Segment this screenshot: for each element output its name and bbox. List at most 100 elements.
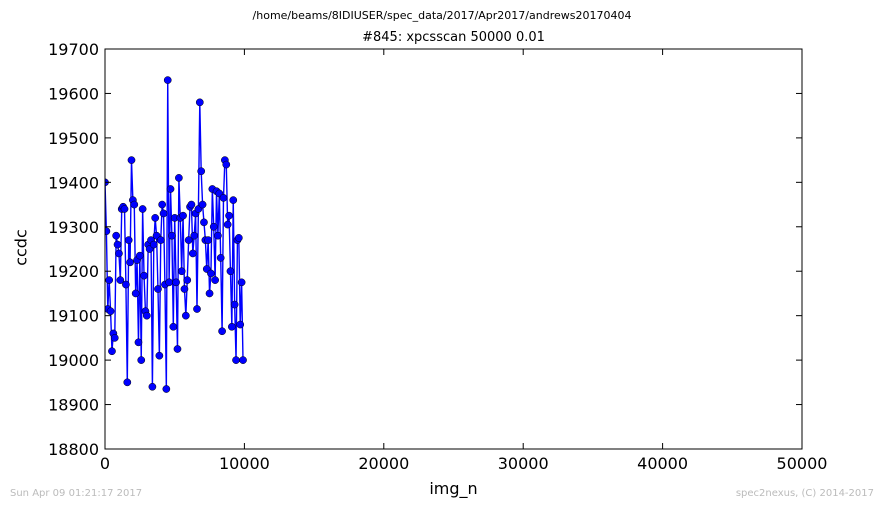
data-point [230, 300, 239, 309]
data-point [124, 236, 133, 244]
data-point [172, 278, 180, 287]
data-point [140, 271, 148, 280]
x-tick-label: 30000 [498, 454, 549, 473]
data-point [105, 227, 111, 236]
data-point [187, 200, 196, 209]
data-point [190, 231, 199, 240]
data-point [126, 258, 134, 267]
data-point [138, 205, 147, 213]
data-point [216, 254, 225, 262]
y-tick-label: 19500 [48, 129, 99, 148]
plot-frame [104, 48, 803, 450]
data-point [222, 160, 231, 169]
data-point [158, 200, 166, 209]
data-point [173, 345, 182, 353]
data-point [149, 240, 158, 249]
data-point [120, 205, 129, 213]
data-point [223, 220, 232, 229]
data-point [184, 236, 193, 244]
data-point [232, 356, 240, 364]
data-point [105, 276, 114, 284]
y-tick-label: 19600 [48, 84, 99, 103]
data-point [234, 234, 243, 242]
data-point [122, 280, 130, 289]
series-group [105, 76, 247, 393]
data-point [197, 167, 206, 176]
data-point [204, 236, 213, 244]
y-tick-label: 19300 [48, 218, 99, 237]
data-point [195, 98, 204, 107]
footer-credit: spec2nexus, (C) 2014-2017 [735, 488, 874, 499]
data-point [211, 276, 219, 284]
data-point [162, 385, 171, 393]
data-point [163, 76, 172, 84]
data-point [136, 251, 144, 260]
data-point [179, 211, 187, 220]
y-tick-label: 19100 [48, 307, 99, 326]
x-axis-label: img_n [429, 479, 478, 498]
data-point [166, 185, 175, 193]
data-point [175, 174, 183, 182]
data-point [239, 356, 247, 364]
y-tick-label: 19200 [48, 262, 99, 281]
data-point [134, 338, 143, 347]
data-point [148, 382, 157, 391]
data-point [112, 231, 121, 240]
data-point [137, 356, 146, 364]
data-point [218, 327, 226, 336]
data-point [182, 311, 190, 320]
y-tick-label: 19000 [48, 351, 99, 370]
data-point [115, 249, 123, 258]
data-point [151, 214, 160, 222]
data-point [237, 278, 246, 287]
data-point [168, 231, 176, 240]
data-point [219, 194, 228, 202]
data-point [106, 307, 115, 316]
y-tick-label: 18800 [48, 440, 99, 459]
data-point [142, 311, 151, 320]
data-point [165, 278, 173, 287]
data-point [123, 378, 132, 387]
data-point [177, 267, 186, 276]
data-point [228, 322, 236, 331]
y-tick-label: 18900 [48, 396, 99, 415]
data-point [205, 289, 214, 298]
data-point [110, 334, 119, 342]
series-line [105, 80, 244, 390]
figure-suptitle: /home/beams/8IDIUSER/spec_data/2017/Apr2… [252, 9, 632, 22]
data-point [225, 211, 233, 220]
data-point [188, 249, 197, 258]
data-point [130, 200, 139, 209]
data-point [193, 305, 201, 313]
x-tick-label: 50000 [777, 454, 828, 473]
data-point [131, 289, 140, 298]
footer-timestamp: Sun Apr 09 01:21:17 2017 [10, 488, 143, 499]
data-point [154, 285, 162, 293]
data-point [229, 196, 238, 204]
chart-title: #845: xpcsscan 50000 0.01 [362, 30, 545, 45]
data-point [209, 222, 218, 231]
data-point [226, 267, 235, 276]
x-tick-label: 20000 [358, 454, 409, 473]
data-point [183, 276, 192, 284]
data-point [108, 347, 116, 356]
data-point [156, 236, 165, 244]
data-point [116, 276, 125, 284]
data-point [127, 156, 136, 164]
data-point [236, 320, 245, 329]
data-point [200, 218, 208, 227]
x-tick-label: 40000 [637, 454, 688, 473]
y-tick-label: 19700 [48, 40, 99, 59]
x-tick-label: 10000 [219, 454, 270, 473]
data-point [207, 269, 215, 278]
data-point [169, 322, 178, 331]
data-point [180, 285, 189, 293]
data-point [155, 351, 164, 360]
data-point [159, 209, 168, 218]
data-point [214, 231, 222, 240]
data-point [113, 240, 122, 249]
x-tick-label: 0 [100, 454, 110, 473]
data-point [198, 200, 207, 209]
